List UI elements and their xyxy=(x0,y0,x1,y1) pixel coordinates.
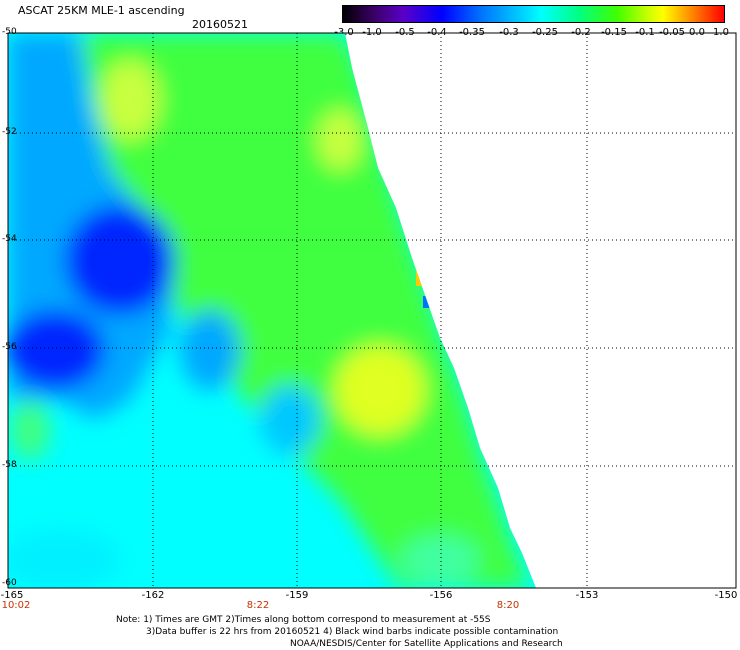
lat-label: -50 xyxy=(2,27,17,37)
map-title: ASCAT 25KM MLE-1 ascending xyxy=(18,4,185,17)
note-line-1: Note: 1) Times are GMT 2)Times along bot… xyxy=(116,615,491,625)
lat-label: -54 xyxy=(2,234,17,244)
lon-label: -162 xyxy=(141,590,165,601)
lon-label: -156 xyxy=(429,590,453,601)
grid-lines xyxy=(8,33,736,588)
lon-label: -153 xyxy=(575,590,599,601)
swath-data xyxy=(8,33,536,588)
lon-label: -159 xyxy=(285,590,309,601)
note-line-3: NOAA/NESDIS/Center for Satellite Applica… xyxy=(290,639,563,649)
lat-label: -58 xyxy=(2,460,17,470)
time-label: 10:02 xyxy=(1,600,31,611)
lat-label: -56 xyxy=(2,342,17,352)
lat-label: -52 xyxy=(2,127,17,137)
note-line-2: 3)Data buffer is 22 hrs from 20160521 4)… xyxy=(146,627,559,637)
time-label: 8:22 xyxy=(246,600,270,611)
map-date: 20160521 xyxy=(192,18,248,31)
lon-label: -150 xyxy=(714,590,738,601)
time-label: 8:20 xyxy=(496,600,520,611)
colorbar xyxy=(342,5,725,23)
map-frame xyxy=(7,32,737,589)
lon-label: -165 xyxy=(0,590,24,601)
lat-label: -60 xyxy=(2,578,17,588)
